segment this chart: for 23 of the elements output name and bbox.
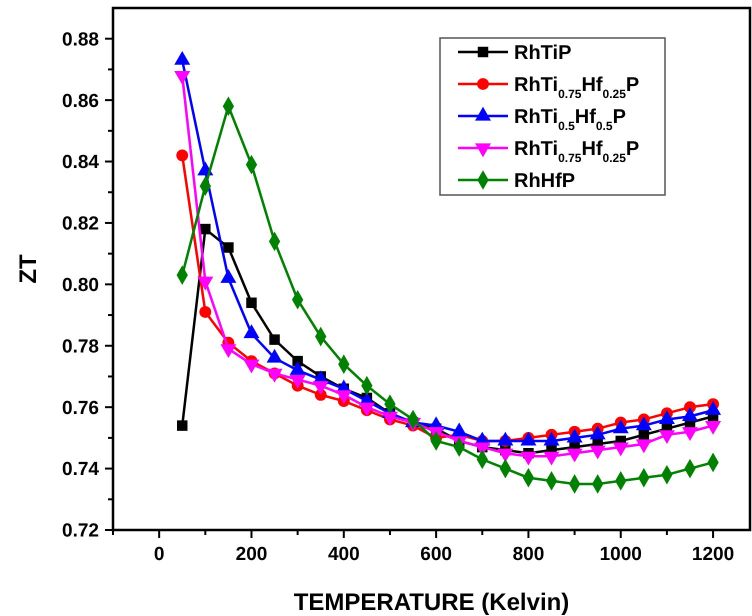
y-axis-title: ZT	[15, 254, 42, 284]
x-axis-title: TEMPERATURE (Kelvin)	[294, 589, 570, 616]
legend-label: RhTi$_{0.75}$Hf$_{0.25}$P	[514, 138, 640, 165]
x-tick-label: 600	[420, 544, 452, 565]
legend-label: RhTi$_{0.75}$Hf$_{0.25}$P	[514, 74, 640, 101]
y-tick-label: 0.88	[62, 29, 99, 50]
y-tick-label: 0.76	[62, 398, 99, 419]
legend-label: RhHfP	[514, 170, 576, 192]
y-tick-label: 0.86	[62, 90, 99, 112]
x-tick-label: 800	[512, 544, 544, 565]
x-tick-label: 0	[154, 544, 164, 565]
y-tick-label: 0.84	[62, 152, 100, 174]
x-tick-label: 400	[328, 544, 360, 565]
y-tick-label: 0.72	[62, 520, 99, 542]
y-tick-label: 0.80	[62, 275, 99, 296]
x-tick-label: 1000	[600, 544, 642, 565]
x-tick-label: 1200	[692, 544, 734, 565]
legend-label: RhTiP	[514, 42, 572, 64]
legend-label: RhTi$_{0.5}$Hf$_{0.5}$P	[514, 106, 626, 133]
x-tick-label: 200	[236, 544, 268, 565]
y-tick-label: 0.74	[62, 459, 100, 480]
y-tick-label: 0.82	[62, 214, 99, 235]
y-tick-label: 0.78	[62, 336, 99, 358]
